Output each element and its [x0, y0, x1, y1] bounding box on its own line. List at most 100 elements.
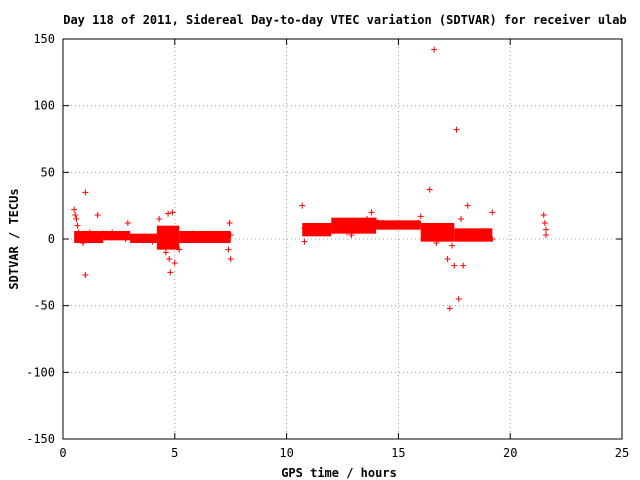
data-point — [542, 226, 549, 233]
data-point — [207, 233, 214, 240]
data-point — [395, 221, 402, 228]
data-point — [165, 210, 172, 217]
data-point — [180, 232, 187, 238]
data-point — [76, 236, 83, 242]
data-point — [227, 256, 234, 262]
data-point — [339, 222, 346, 229]
data-point — [89, 236, 96, 242]
data-point — [160, 234, 167, 241]
x-tick-label: 15 — [391, 446, 405, 460]
data-point — [82, 189, 89, 196]
data-point — [71, 206, 78, 213]
data-band — [179, 231, 231, 243]
data-point — [540, 212, 547, 218]
data-point — [299, 202, 306, 209]
data-point — [426, 186, 433, 193]
data-point — [417, 213, 424, 220]
data-point — [422, 225, 429, 232]
data-point — [415, 220, 422, 226]
data-point — [541, 220, 548, 226]
data-point — [301, 225, 308, 232]
data-point — [77, 233, 84, 240]
data-point — [198, 233, 205, 240]
data-point — [194, 232, 201, 238]
data-point — [140, 237, 147, 244]
x-tick-label: 5 — [171, 446, 178, 460]
data-point — [305, 229, 312, 236]
data-point — [386, 222, 393, 229]
data-point — [446, 305, 453, 312]
data-point — [136, 236, 143, 242]
data-point — [301, 238, 308, 245]
data-point — [118, 233, 125, 240]
data-point — [212, 234, 219, 241]
data-point — [460, 262, 467, 269]
data-band — [74, 231, 104, 243]
data-point — [72, 212, 79, 218]
data-band — [454, 228, 493, 242]
data-points — [71, 46, 549, 312]
data-point — [317, 228, 324, 234]
data-point — [355, 222, 362, 229]
y-tick-label: 100 — [33, 99, 55, 113]
data-point — [131, 234, 138, 241]
data-point — [189, 230, 196, 237]
data-point — [171, 260, 178, 266]
data-point — [86, 229, 93, 236]
data-point — [449, 242, 456, 249]
data-point — [455, 296, 462, 302]
data-point — [332, 225, 339, 232]
y-tick-label: -50 — [33, 299, 55, 313]
data-point — [174, 229, 181, 236]
data-point — [402, 222, 409, 229]
x-tick-label: 25 — [615, 446, 629, 460]
data-point — [482, 234, 489, 241]
y-tick-label: -150 — [26, 432, 55, 446]
data-point — [167, 269, 174, 276]
data-point — [122, 236, 129, 242]
data-point — [124, 220, 131, 226]
data-point — [451, 262, 458, 269]
data-point — [364, 216, 371, 222]
data-point — [343, 229, 350, 236]
data-point — [75, 229, 82, 236]
data-point — [469, 233, 476, 240]
data-point — [94, 212, 101, 218]
data-point — [464, 202, 471, 209]
data-point — [113, 232, 120, 238]
data-point — [462, 232, 469, 238]
data-band — [302, 223, 332, 237]
data-point — [435, 236, 442, 242]
data-point — [433, 240, 440, 246]
data-point — [453, 126, 460, 133]
data-point — [203, 234, 210, 241]
data-point — [489, 209, 496, 216]
data-point — [80, 240, 87, 246]
data-point — [323, 224, 330, 230]
data-point — [328, 222, 335, 229]
y-tick-label: -100 — [26, 365, 55, 379]
data-band — [420, 223, 455, 242]
data-point — [227, 232, 234, 238]
data-point — [74, 222, 81, 229]
data-point — [373, 217, 380, 224]
data-point — [156, 216, 163, 222]
data-point — [162, 249, 169, 256]
y-tick-label: 0 — [48, 232, 55, 246]
data-point — [379, 220, 386, 226]
y-axis-label: SDTVAR / TECUs — [7, 188, 21, 289]
data-point — [310, 225, 317, 232]
x-tick-label: 20 — [503, 446, 517, 460]
data-point — [359, 220, 366, 226]
data-point — [368, 209, 375, 216]
data-point — [489, 236, 496, 242]
data-point — [226, 220, 233, 226]
data-point — [169, 209, 176, 216]
data-point — [166, 256, 173, 262]
data-point — [428, 233, 435, 240]
x-axis-ticks: 0 5 10 15 20 25 — [59, 39, 629, 460]
y-tick-label: 50 — [41, 165, 55, 179]
x-axis-label: GPS time / hours — [281, 466, 397, 480]
data-point — [444, 256, 451, 262]
chart-title: Day 118 of 2011, Sidereal Day-to-day VTE… — [63, 13, 627, 27]
